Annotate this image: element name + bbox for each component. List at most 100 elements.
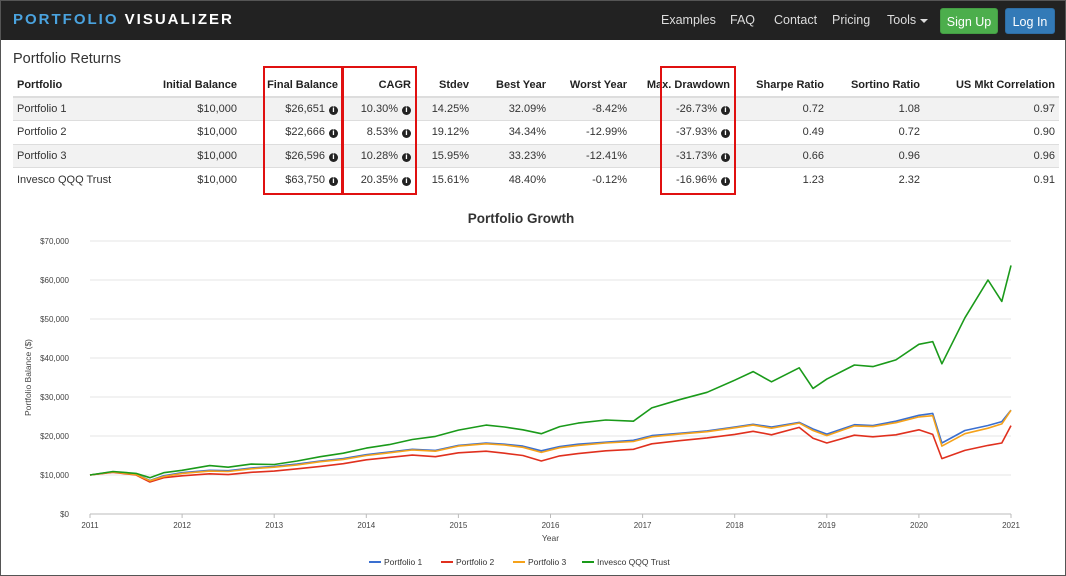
signup-button[interactable]: Sign Up <box>940 8 998 34</box>
cell-portfolio-name: Portfolio 2 <box>13 120 125 144</box>
cell-cagr: 8.53% i <box>342 120 415 144</box>
chart-series <box>89 265 1012 483</box>
brand-logo[interactable]: PORTFOLIO VISUALIZER <box>13 11 234 28</box>
cell-sortino-ratio: 0.72 <box>828 120 924 144</box>
cell-cagr: 10.30% i <box>342 96 415 121</box>
legend-label: Portfolio 1 <box>384 557 423 567</box>
cell-max-drawdown: -37.93% i <box>631 120 734 144</box>
cell-cagr: 10.28% i <box>342 143 415 168</box>
x-tick-label: 2013 <box>265 521 283 530</box>
y-tick-label: $40,000 <box>40 354 69 363</box>
cell-sharpe-ratio: 0.66 <box>734 143 828 168</box>
info-icon[interactable]: i <box>329 152 338 162</box>
series-line-portfolio-2 <box>89 425 1012 483</box>
cell-portfolio-name: Portfolio 1 <box>13 96 125 121</box>
info-icon[interactable]: i <box>721 176 730 186</box>
cell-best-year: 33.23% <box>473 143 550 168</box>
info-icon[interactable]: i <box>721 129 730 139</box>
info-icon[interactable]: i <box>721 152 730 162</box>
chart-legend: Portfolio 1 Portfolio 2 Portfolio 3 Invesco… <box>369 557 670 567</box>
cell-worst-year: -8.42% <box>550 96 631 121</box>
cell-initial-balance: $10,000 <box>125 143 241 168</box>
table-row: Invesco QQQ Trust $10,000 $63,750 i 20.35… <box>13 167 1059 191</box>
cell-final-balance: $22,666 i <box>241 120 342 144</box>
cell-sharpe-ratio: 0.49 <box>734 120 828 144</box>
cagr-value: 8.53% <box>366 126 398 139</box>
legend-label: Portfolio 3 <box>528 557 567 567</box>
cell-stdev: 19.12% <box>415 120 473 144</box>
header-cagr: CAGR <box>342 74 415 98</box>
cagr-value: 10.30% <box>360 103 398 115</box>
caret-down-icon <box>920 18 929 23</box>
cell-best-year: 32.09% <box>473 96 550 121</box>
cell-sharpe-ratio: 1.23 <box>734 167 828 191</box>
final-balance-value: $22,666 <box>285 126 325 139</box>
y-tick-label: $0 <box>60 510 69 519</box>
cell-portfolio-name: Portfolio 3 <box>13 143 125 168</box>
section-title-portfolio-returns: Portfolio Returns <box>13 51 121 67</box>
nav-examples[interactable]: Examples <box>661 13 716 27</box>
header-final-balance: Final Balance <box>241 74 342 98</box>
cell-worst-year: -12.41% <box>550 143 631 168</box>
top-navbar: PORTFOLIO VISUALIZER Examples FAQ Contac… <box>1 1 1065 40</box>
cell-worst-year: -12.99% <box>550 120 631 144</box>
info-icon[interactable]: i <box>721 106 730 115</box>
info-icon[interactable]: i <box>329 106 338 115</box>
x-tick-label: 2019 <box>818 521 836 530</box>
y-tick-label: $60,000 <box>40 276 69 285</box>
nav-contact[interactable]: Contact <box>774 13 818 27</box>
chart-gridlines <box>90 240 1011 515</box>
portfolio-growth-chart: $0 $10,000 $20,000 $30,000 $40,000 $50,000 $60… <box>23 237 1020 567</box>
legend-label: Portfolio 2 <box>456 557 495 567</box>
y-axis-title: Portfolio Balance ($) <box>23 339 33 416</box>
header-worst-year: Worst Year <box>550 74 631 98</box>
info-icon[interactable]: i <box>402 152 411 162</box>
max-drawdown-value: -26.73% <box>676 103 717 115</box>
legend-label: Invesco QQQ Trust <box>597 557 670 567</box>
cell-initial-balance: $10,000 <box>125 167 241 191</box>
cell-stdev: 15.95% <box>415 143 473 168</box>
cell-initial-balance: $10,000 <box>125 96 241 121</box>
header-portfolio: Portfolio <box>13 74 125 98</box>
y-tick-label: $20,000 <box>40 432 69 441</box>
header-sharpe-ratio: Sharpe Ratio <box>734 74 828 98</box>
cell-stdev: 15.61% <box>415 167 473 191</box>
y-tick-label: $10,000 <box>40 471 69 480</box>
cell-best-year: 34.34% <box>473 120 550 144</box>
info-icon[interactable]: i <box>402 106 411 115</box>
login-button[interactable]: Log In <box>1005 8 1055 34</box>
cell-final-balance: $63,750 i <box>241 167 342 191</box>
y-tick-label: $50,000 <box>40 315 69 324</box>
final-balance-value: $26,596 <box>285 149 325 162</box>
x-tick-label: 2012 <box>173 521 191 530</box>
nav-pricing[interactable]: Pricing <box>832 13 871 27</box>
info-icon[interactable]: i <box>402 129 411 139</box>
table-row: Portfolio 2 $10,000 $22,666 i 8.53% i 19.1… <box>13 120 1059 144</box>
cell-stdev: 14.25% <box>415 96 473 121</box>
info-icon[interactable]: i <box>329 176 338 186</box>
brand-part1: PORTFOLIO <box>13 11 119 28</box>
cagr-value: 20.35% <box>360 173 398 186</box>
y-axis-ticks: $0 $10,000 $20,000 $30,000 $40,000 $50,000 $60… <box>40 237 69 519</box>
cell-us-mkt-correlation: 0.97 <box>924 96 1059 121</box>
cell-sortino-ratio: 1.08 <box>828 96 924 121</box>
cell-sortino-ratio: 2.32 <box>828 167 924 191</box>
max-drawdown-value: -16.96% <box>676 173 717 186</box>
nav-faq[interactable]: FAQ <box>730 13 756 27</box>
cell-initial-balance: $10,000 <box>125 120 241 144</box>
cell-portfolio-name: Invesco QQQ Trust <box>13 167 125 191</box>
nav-tools-dropdown[interactable]: Tools <box>887 13 929 27</box>
cell-final-balance: $26,651 i <box>241 96 342 121</box>
y-tick-label: $30,000 <box>40 393 69 402</box>
info-icon[interactable]: i <box>402 176 411 186</box>
header-best-year: Best Year <box>473 74 550 98</box>
info-icon[interactable]: i <box>329 129 338 139</box>
series-line-portfolio-3 <box>89 409 1012 482</box>
table-header-row: Portfolio Initial Balance Final Balance … <box>13 74 1059 98</box>
cell-max-drawdown: -31.73% i <box>631 143 734 168</box>
nav-tools-label: Tools <box>887 13 917 27</box>
x-tick-label: 2020 <box>910 521 928 530</box>
chart-title: Portfolio Growth <box>467 211 575 226</box>
final-balance-value: $63,750 <box>285 173 325 186</box>
